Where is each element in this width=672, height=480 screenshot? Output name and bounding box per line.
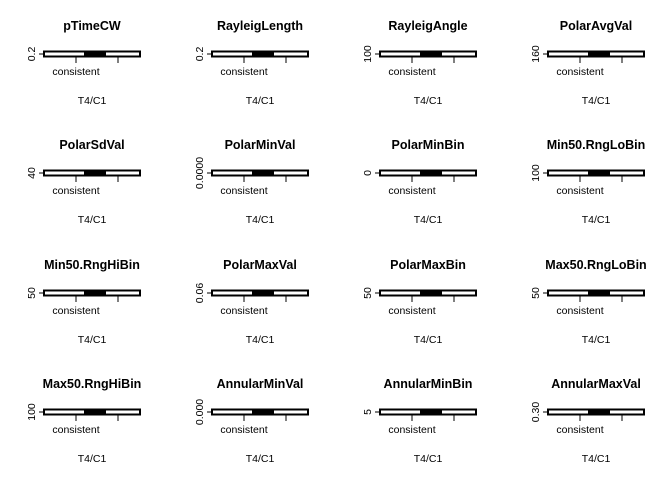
x-category-label: consistent (220, 66, 267, 78)
x-category-label: consistent (52, 305, 99, 317)
panel-title: PolarMaxBin (390, 258, 466, 272)
y-tick-label: 50 (530, 287, 542, 299)
panel-11: Max50.RngLoBin 50 consistent T4/C1 (530, 258, 647, 346)
panel-0: pTimeCW 0.2 consistent T4/C1 (26, 19, 141, 107)
panel-title: RayleigLength (217, 19, 303, 33)
panel-8: Min50.RngHiBin 50 consistent T4/C1 (26, 258, 141, 346)
y-tick-label: 160 (530, 45, 542, 63)
y-tick-label: 100 (530, 164, 542, 182)
panel-14: AnnularMinBin 5 consistent T4/C1 (362, 377, 477, 465)
y-tick-label: 0.2 (194, 47, 206, 62)
panel-title: Min50.RngHiBin (44, 258, 140, 272)
panel-title: PolarAvgVal (560, 19, 633, 33)
panel-2: RayleigAngle 100 consistent T4/C1 (362, 19, 477, 107)
panel-title: PolarMaxVal (223, 258, 297, 272)
panel-title: AnnularMinVal (217, 377, 304, 391)
y-tick-label: 0.000 (194, 399, 206, 425)
x-axis-label: T4/C1 (246, 214, 275, 226)
x-axis-label: T4/C1 (78, 95, 107, 107)
y-tick-label: 5 (362, 409, 374, 415)
x-category-label: consistent (52, 424, 99, 436)
y-tick-label: 0.2 (26, 47, 38, 62)
x-axis-label: T4/C1 (78, 334, 107, 346)
panel-title: RayleigAngle (388, 19, 467, 33)
panel-5: PolarMinVal 0.0000 consistent T4/C1 (194, 138, 309, 226)
panel-title: pTimeCW (63, 19, 121, 33)
panel-title: AnnularMinBin (384, 377, 473, 391)
y-tick-label: 100 (362, 45, 374, 63)
x-axis-label: T4/C1 (78, 214, 107, 226)
x-category-label: consistent (556, 185, 603, 197)
panel-title: Max50.RngHiBin (43, 377, 142, 391)
panel-6: PolarMinBin 0 consistent T4/C1 (362, 138, 477, 226)
panel-7: Min50.RngLoBin 100 consistent T4/C1 (530, 138, 645, 226)
panel-title: PolarMinVal (225, 138, 296, 152)
x-axis-label: T4/C1 (78, 453, 107, 465)
x-axis-label: T4/C1 (246, 95, 275, 107)
x-category-label: consistent (556, 66, 603, 78)
y-tick-label: 0.30 (530, 402, 542, 423)
y-tick-label: 40 (26, 167, 38, 179)
x-category-label: consistent (388, 305, 435, 317)
x-category-label: consistent (52, 66, 99, 78)
x-category-label: consistent (388, 424, 435, 436)
y-tick-label: 0.0000 (194, 157, 206, 189)
x-axis-label: T4/C1 (414, 95, 443, 107)
y-tick-label: 0 (362, 170, 374, 176)
x-category-label: consistent (556, 305, 603, 317)
x-axis-label: T4/C1 (246, 334, 275, 346)
x-axis-label: T4/C1 (582, 334, 611, 346)
x-axis-label: T4/C1 (582, 214, 611, 226)
panel-9: PolarMaxVal 0.06 consistent T4/C1 (194, 258, 309, 346)
x-category-label: consistent (220, 424, 267, 436)
x-category-label: consistent (220, 185, 267, 197)
x-category-label: consistent (388, 185, 435, 197)
y-tick-label: 50 (26, 287, 38, 299)
panel-title: PolarSdVal (59, 138, 124, 152)
x-axis-label: T4/C1 (582, 95, 611, 107)
y-tick-label: 0.06 (194, 283, 206, 304)
panel-12: Max50.RngHiBin 100 consistent T4/C1 (26, 377, 141, 465)
y-tick-label: 50 (362, 287, 374, 299)
x-category-label: consistent (52, 185, 99, 197)
x-axis-label: T4/C1 (414, 334, 443, 346)
panel-title: Max50.RngLoBin (545, 258, 646, 272)
x-category-label: consistent (388, 66, 435, 78)
panel-3: PolarAvgVal 160 consistent T4/C1 (530, 19, 645, 107)
x-category-label: consistent (556, 424, 603, 436)
panel-13: AnnularMinVal 0.000 consistent T4/C1 (194, 377, 309, 465)
panel-1: RayleigLength 0.2 consistent T4/C1 (194, 19, 309, 107)
panel-15: AnnularMaxVal 0.30 consistent T4/C1 (530, 377, 645, 465)
panel-title: PolarMinBin (392, 138, 465, 152)
x-axis-label: T4/C1 (414, 214, 443, 226)
y-tick-label: 100 (26, 403, 38, 421)
panel-4: PolarSdVal 40 consistent T4/C1 (26, 138, 141, 226)
x-axis-label: T4/C1 (246, 453, 275, 465)
x-category-label: consistent (220, 305, 267, 317)
panel-title: Min50.RngLoBin (547, 138, 646, 152)
x-axis-label: T4/C1 (582, 453, 611, 465)
panel-10: PolarMaxBin 50 consistent T4/C1 (362, 258, 477, 346)
panel-title: AnnularMaxVal (551, 377, 641, 391)
x-axis-label: T4/C1 (414, 453, 443, 465)
